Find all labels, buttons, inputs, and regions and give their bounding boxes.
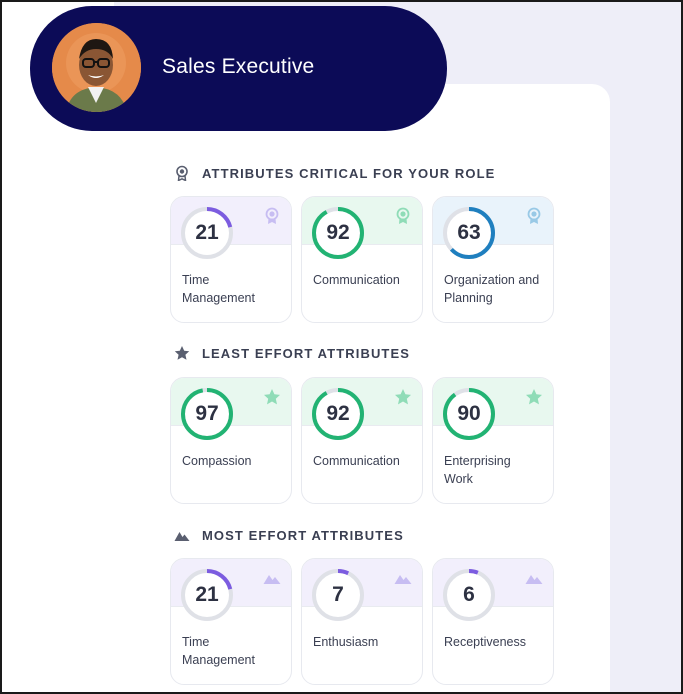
score-value: 97 [195, 402, 219, 425]
score-value: 21 [195, 583, 219, 606]
star-badge-icon [395, 389, 411, 405]
award-badge-icon [527, 207, 541, 224]
attribute-label: Communication [313, 454, 400, 468]
score-value: 92 [326, 221, 350, 244]
attribute-tile[interactable]: 7 Enthusiasm [301, 558, 423, 685]
gauge-fill [312, 388, 364, 440]
score-gauge [181, 569, 233, 621]
gauge-fill [443, 569, 495, 621]
score-gauge [443, 569, 495, 621]
attribute-label: Time Management [182, 273, 255, 305]
section-title: LEAST EFFORT ATTRIBUTES [202, 345, 411, 361]
attribute-label: Time Management [182, 635, 255, 667]
section-heading-critical: ATTRIBUTES CRITICAL FOR YOUR ROLE [174, 164, 495, 182]
score-gauge [443, 388, 495, 440]
mountain-badge-icon [394, 575, 412, 584]
score-gauge [443, 207, 495, 259]
score-value: 6 [463, 583, 475, 606]
attribute-label: Receptiveness [444, 635, 526, 649]
score-gauge [181, 207, 233, 259]
award-icon [176, 165, 188, 181]
star-badge-icon [264, 389, 280, 405]
gauge-fill [443, 388, 495, 440]
role-title: Sales Executive [162, 55, 315, 78]
attribute-label: Enthusiasm [313, 635, 379, 649]
mountain-icon [174, 532, 190, 541]
attribute-label: Compassion [182, 454, 252, 468]
star-icon [174, 346, 190, 360]
gauge-fill [312, 207, 364, 259]
score-gauge [312, 569, 364, 621]
score-value: 7 [332, 583, 344, 606]
attribute-tile[interactable]: 92 Communication [301, 196, 423, 323]
section-title: ATTRIBUTES CRITICAL FOR YOUR ROLE [202, 165, 496, 181]
score-gauge [181, 388, 233, 440]
attribute-tile[interactable]: 90 Enterprising Work [432, 377, 554, 504]
avatar [52, 23, 141, 112]
attribute-tile[interactable]: 63 Organization and Planning [432, 196, 554, 323]
section-title: MOST EFFORT ATTRIBUTES [202, 527, 404, 543]
attribute-tile[interactable]: 6 Receptiveness [432, 558, 554, 685]
attribute-tile[interactable]: 92 Communication [301, 377, 423, 504]
gauge-fill [181, 388, 233, 440]
attribute-label: Communication [313, 273, 400, 287]
gauge-fill [181, 207, 233, 259]
gauge-fill [181, 569, 233, 621]
attribute-tile[interactable]: 21 Time Management [170, 196, 292, 323]
section-heading-least-effort: LEAST EFFORT ATTRIBUTES [174, 344, 410, 362]
award-badge-icon [265, 207, 279, 224]
attribute-label: Organization and Planning [444, 273, 540, 305]
avatar-photo [52, 23, 141, 112]
attribute-label: Enterprising Work [444, 454, 511, 486]
score-value: 92 [326, 402, 350, 425]
score-value: 21 [195, 221, 219, 244]
score-gauge [312, 207, 364, 259]
star-badge-icon [526, 389, 542, 405]
mountain-badge-icon [525, 575, 543, 584]
attribute-tile[interactable]: 97 Compassion [170, 377, 292, 504]
section-heading-most-effort: MOST EFFORT ATTRIBUTES [174, 526, 404, 544]
award-badge-icon [396, 207, 410, 224]
score-gauge [312, 388, 364, 440]
attribute-tile[interactable]: 21 Time Management [170, 558, 292, 685]
score-value: 63 [457, 221, 481, 244]
score-value: 90 [457, 402, 481, 425]
gauge-fill [443, 207, 495, 259]
mountain-badge-icon [263, 575, 281, 584]
gauge-fill [312, 569, 364, 621]
